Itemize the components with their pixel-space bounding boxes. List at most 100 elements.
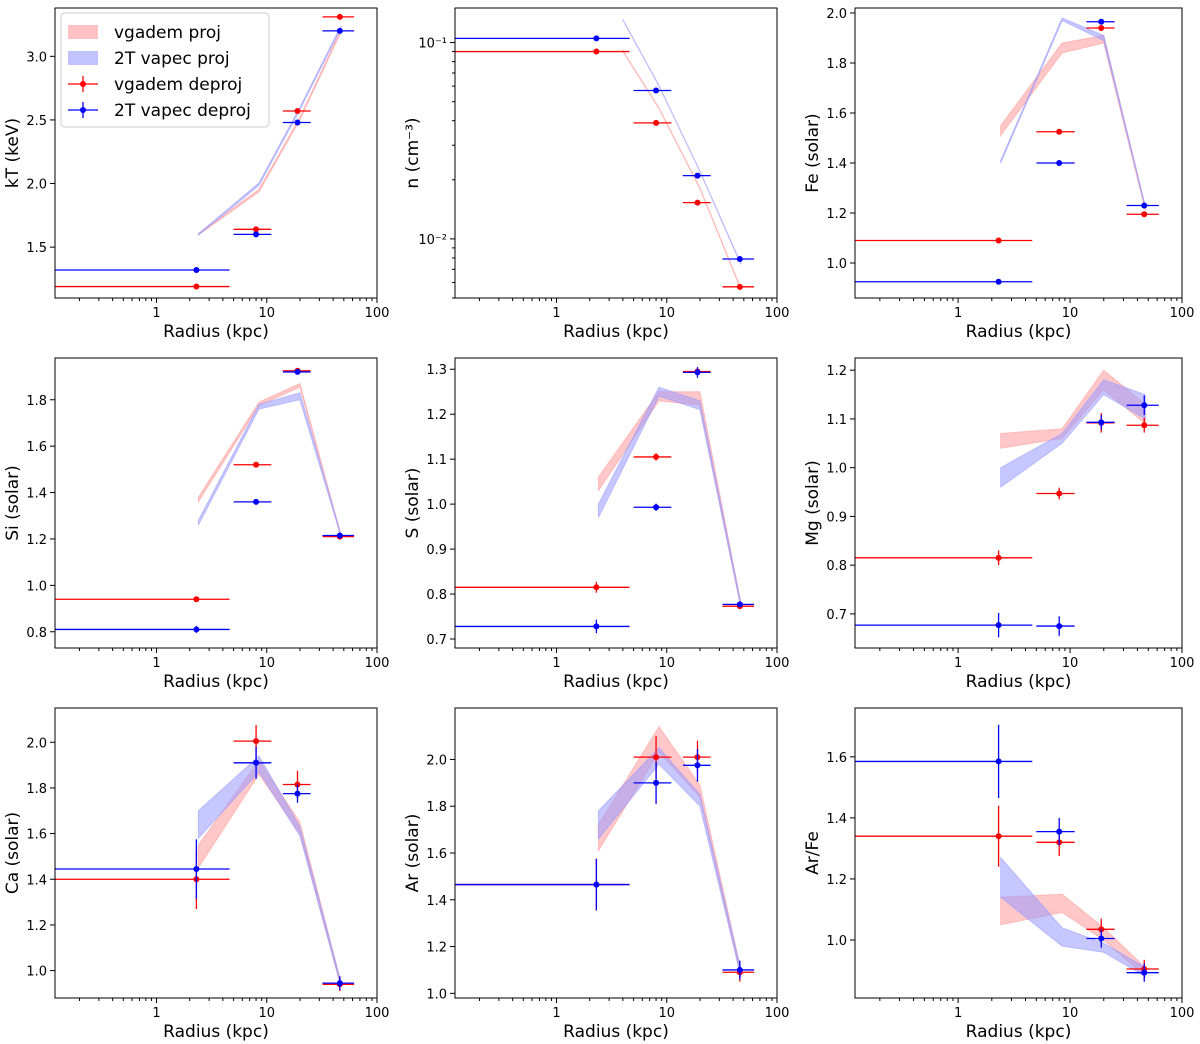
x-tick-label: 10 [258, 306, 275, 321]
point-vgadem [1141, 211, 1148, 218]
plot-area [855, 724, 1159, 982]
x-tick-label: 10 [658, 656, 675, 671]
y-tick-label: 1.2 [426, 408, 447, 423]
point-vgadem [253, 738, 260, 745]
legend-frame [60, 12, 270, 128]
plot-area [55, 367, 355, 633]
y-axis-label: Ar/Fe [803, 831, 823, 875]
point-vgadem [736, 283, 743, 290]
point-2t [694, 762, 701, 769]
point-2t [253, 759, 260, 766]
plot-area [455, 725, 755, 982]
point-2t [336, 532, 343, 539]
y-tick-label: 10⁻² [418, 233, 447, 248]
point-2t [1141, 202, 1148, 209]
point-2t [995, 278, 1002, 285]
y-tick-label: 1.6 [26, 440, 47, 455]
x-axis-label: Radius (kpc) [163, 322, 269, 342]
y-tick-label: 2.0 [426, 753, 447, 768]
y-tick-label: 1.8 [26, 782, 47, 797]
x-tick-label: 100 [765, 1006, 790, 1021]
band-2t-vapec-proj [597, 747, 742, 978]
point-vgadem [1141, 422, 1148, 429]
point-vgadem [995, 237, 1002, 244]
point-2t [1056, 828, 1063, 835]
y-tick-label: 1.8 [426, 800, 447, 815]
y-tick-label: 1.2 [26, 533, 47, 548]
x-tick-label: 10 [258, 656, 275, 671]
panel-Ar: 1 10 100 1.0 1.2 1.4 1.6 1.8 2.0 Radius (kpc) Ar (… [403, 707, 790, 1042]
band-2t-vapec-proj [1000, 379, 1146, 489]
point-2t [336, 980, 343, 987]
y-tick-label: 1.0 [26, 965, 47, 980]
axes-frame [54, 7, 378, 299]
point-2t [995, 758, 1002, 765]
point-2t [294, 119, 301, 126]
point-2t [653, 504, 660, 511]
axes-frame [854, 357, 1183, 649]
x-tick-label: 100 [365, 306, 390, 321]
y-tick-label: 1.6 [826, 107, 847, 122]
y-axis-label: Mg (solar) [803, 460, 823, 546]
y-axis-label: Si (solar) [3, 465, 23, 541]
point-2t [736, 255, 743, 262]
axes-frame [854, 7, 1183, 299]
point-vgadem [593, 584, 600, 591]
y-tick-label: 1.0 [826, 934, 847, 949]
band-2t-vapec-proj [597, 386, 742, 608]
point-2t [1056, 623, 1063, 630]
point-2t [336, 27, 343, 34]
point-2t [294, 368, 301, 375]
point-vgadem [653, 119, 660, 126]
y-tick-label: 1.2 [426, 941, 447, 956]
point-vgadem [653, 754, 660, 761]
x-tick-label: 1 [552, 656, 560, 671]
y-axis-label: kT (keV) [3, 118, 23, 188]
point-2t [653, 779, 660, 786]
point-2t [995, 622, 1002, 629]
band-vgadem-proj [1000, 369, 1146, 449]
point-2t [736, 601, 743, 608]
y-tick-label: 1.2 [26, 919, 47, 934]
x-tick-label: 100 [365, 656, 390, 671]
point-2t [736, 966, 743, 973]
plot-area [55, 13, 355, 290]
band-vgadem-proj [1000, 34, 1146, 211]
y-tick-label: 1.8 [26, 394, 47, 409]
axes-frame [454, 707, 778, 999]
legend: vgadem proj 2T vapec proj vgadem deproj 2T … [60, 12, 270, 128]
y-axis-label: S (solar) [403, 468, 423, 539]
plot-area [855, 369, 1159, 638]
legend-swatch-band [68, 51, 98, 65]
axes-frame [854, 707, 1183, 999]
x-axis-label: Radius (kpc) [163, 672, 269, 692]
y-tick-label: 2.5 [26, 114, 47, 129]
x-axis-label: Radius (kpc) [163, 1022, 269, 1042]
point-2t [694, 369, 701, 376]
axes-frame [54, 707, 378, 999]
x-tick-label: 100 [1170, 306, 1195, 321]
legend-label: vgadem deproj [114, 75, 242, 95]
x-tick-label: 1 [152, 306, 160, 321]
point-vgadem [294, 108, 301, 115]
point-2t [653, 87, 660, 94]
axes-frame [454, 357, 778, 649]
y-tick-label: 1.8 [826, 57, 847, 72]
y-tick-label: 1.1 [826, 413, 847, 428]
point-vgadem [995, 833, 1002, 840]
y-tick-label: 1.6 [26, 828, 47, 843]
point-vgadem [1098, 25, 1105, 31]
y-tick-label: 1.2 [826, 873, 847, 888]
y-tick-label: 1.0 [826, 462, 847, 477]
y-tick-label: 0.7 [426, 633, 447, 648]
y-tick-label: 1.0 [26, 579, 47, 594]
x-axis-label: Radius (kpc) [966, 672, 1072, 692]
x-tick-label: 1 [954, 1006, 962, 1021]
y-tick-label: 3.0 [26, 50, 47, 65]
band-2t-vapec-proj [622, 19, 742, 265]
plot-area [455, 19, 755, 291]
y-tick-label: 1.2 [826, 207, 847, 222]
y-tick-label: 10⁻¹ [418, 37, 447, 52]
y-tick-label: 1.4 [826, 812, 847, 827]
panel-kT: 1 10 100 1.5 2.0 2.5 3.0 Radius (kpc) kT (keV) [3, 7, 390, 342]
